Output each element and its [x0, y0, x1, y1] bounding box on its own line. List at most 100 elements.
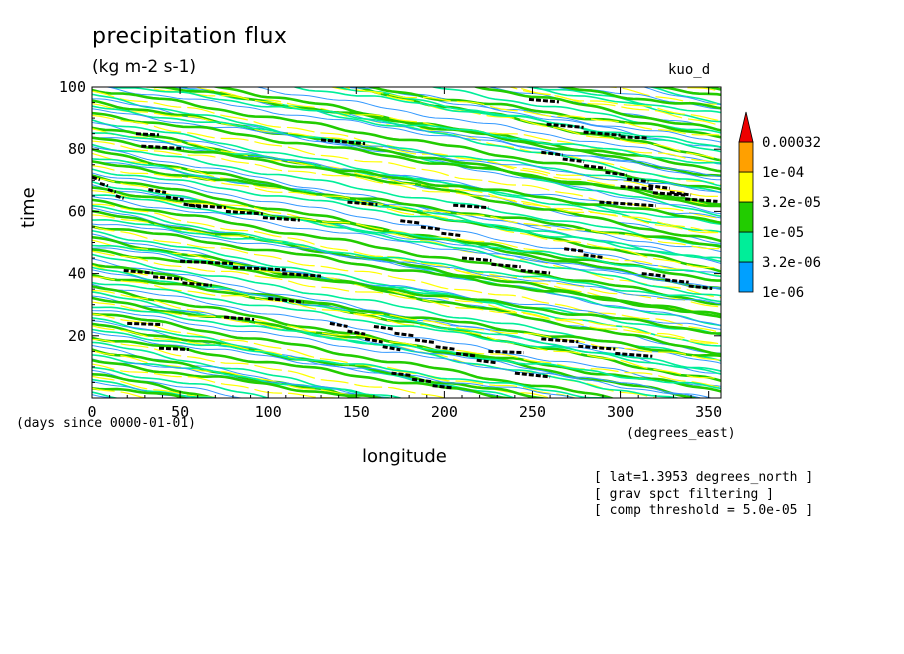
contour-band — [92, 325, 578, 398]
x-tick-label: 250 — [519, 403, 546, 421]
contour-band — [92, 152, 721, 269]
streak-segment — [476, 358, 498, 365]
streak-segment — [115, 194, 125, 200]
contour-band — [92, 218, 721, 303]
contour-band — [329, 87, 721, 161]
streak-segment — [188, 203, 227, 210]
streak-segment — [232, 265, 286, 272]
colorbar-box — [738, 141, 754, 173]
contour-band — [87, 416, 723, 500]
annotation-threshold: [ comp threshold = 5.0e-05 ] — [594, 503, 814, 518]
contour-band — [92, 111, 721, 206]
y-tick-label: 60 — [68, 202, 86, 220]
contour-band — [92, 90, 721, 206]
streak-segment — [605, 170, 628, 177]
contour-band — [92, 378, 220, 398]
streak-segment — [347, 200, 378, 207]
contour-band — [87, 0, 723, 85]
x-tick-label: 350 — [695, 403, 722, 421]
chart-title: precipitation flux — [92, 24, 288, 49]
contour-band — [92, 198, 721, 306]
contour-band — [104, 87, 721, 177]
contour-band — [92, 369, 245, 398]
colorbar-label: 1e-06 — [762, 285, 804, 301]
contour-band — [342, 87, 721, 136]
streak-segment — [432, 384, 454, 390]
contour-band — [92, 281, 721, 372]
streak-segment — [546, 122, 584, 129]
contour-band — [507, 87, 721, 122]
contour-band — [92, 108, 721, 194]
streak-segment — [461, 256, 492, 262]
streak-segment — [455, 351, 477, 358]
contour-band — [92, 168, 721, 259]
annotation-filtering: [ grav spct filtering ] — [594, 487, 775, 502]
contour-band — [92, 180, 721, 297]
y-tick-label: 20 — [68, 327, 86, 345]
streak-segment — [382, 345, 401, 352]
contour-band — [92, 105, 721, 194]
contour-band — [92, 312, 615, 398]
contour-band — [92, 225, 721, 316]
streak-segment — [626, 177, 649, 184]
streak-segment — [127, 321, 163, 327]
streak-segment — [158, 346, 189, 351]
contour-band — [92, 306, 721, 390]
streak-segment — [364, 337, 383, 344]
x-tick-label: 0 — [87, 403, 96, 421]
streak-segment — [394, 331, 416, 338]
contour-band — [92, 363, 340, 398]
contour-band — [92, 195, 721, 291]
streak-segment — [400, 219, 422, 225]
x-tick-label: 200 — [431, 403, 458, 421]
y-axis: 20 40 60 80 100 — [59, 78, 721, 383]
contour-band — [92, 331, 577, 398]
contour-band — [92, 358, 388, 398]
contour-band — [523, 87, 721, 123]
contour-band — [169, 87, 721, 181]
streak-segment — [665, 278, 689, 284]
streak-segment — [583, 130, 621, 137]
y-axis-units: (days since 0000-01-01) — [16, 416, 197, 431]
streak-segment — [435, 345, 457, 351]
contour-band — [677, 87, 721, 93]
contour-band — [92, 223, 721, 305]
annotation-latitude: [ lat=1.3953 degrees_north ] — [594, 470, 814, 485]
streak-segment — [520, 269, 551, 275]
contour-band — [429, 87, 721, 134]
contour-band — [92, 366, 271, 398]
streak-segment — [182, 281, 212, 287]
contour-band — [92, 336, 518, 398]
x-axis: 0 50 100 150 200 250 300 350 — [87, 87, 722, 421]
streak-segment — [414, 338, 436, 345]
streak-segment — [135, 132, 160, 137]
streak-segment — [411, 377, 433, 384]
streak-segment — [165, 195, 184, 202]
x-axis-units: (degrees_east) — [626, 426, 736, 441]
contour-band — [92, 316, 518, 398]
colorbar-label: 0.00032 — [762, 135, 821, 151]
streak-segment — [583, 164, 606, 170]
contour-band — [92, 283, 721, 387]
contour-band — [92, 128, 721, 234]
chart-units: (kg m-2 s-1) — [92, 57, 197, 77]
contour-band — [142, 87, 721, 173]
contour-band — [87, 0, 723, 81]
streak-segment — [583, 253, 604, 259]
contour-band — [92, 276, 721, 361]
x-tick-label: 50 — [171, 403, 189, 421]
contour-band — [92, 103, 721, 198]
contour-band — [92, 114, 721, 220]
contour-band — [92, 143, 721, 247]
contour-band — [92, 386, 189, 398]
contour-band — [87, 410, 723, 499]
colorbar-label: 1e-05 — [762, 225, 804, 241]
contour-band — [92, 291, 681, 398]
streak-segment — [652, 191, 686, 197]
streak-segment — [123, 269, 154, 275]
contour-band — [92, 264, 721, 380]
streak-segment — [225, 209, 264, 216]
contour-band — [92, 348, 365, 398]
contour-band — [92, 375, 223, 398]
contour-band — [92, 341, 404, 398]
